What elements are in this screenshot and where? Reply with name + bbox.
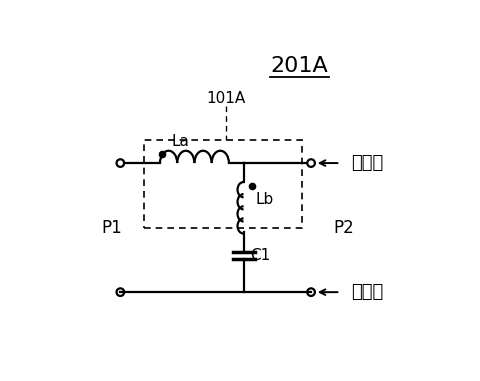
Text: Lb: Lb (255, 192, 273, 207)
Text: 201A: 201A (270, 56, 327, 76)
Text: 信号线: 信号线 (350, 154, 382, 172)
Text: 101A: 101A (206, 91, 245, 106)
Text: C1: C1 (250, 248, 270, 263)
Text: P1: P1 (101, 219, 122, 237)
Bar (144, 139, 301, 227)
Text: P2: P2 (332, 219, 353, 237)
Text: 接地线: 接地线 (350, 283, 382, 301)
Text: La: La (171, 134, 189, 149)
